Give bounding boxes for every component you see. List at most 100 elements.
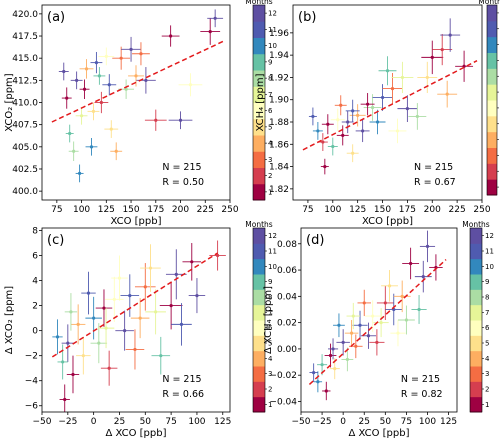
point-marker (124, 87, 128, 91)
colorbar-tick-label: 10 (268, 263, 277, 271)
colorbar-swatch (470, 258, 482, 275)
y-tick-label: 0.06 (277, 266, 297, 276)
colorbar-tick-label: 8 (485, 294, 489, 302)
point-marker (324, 389, 328, 393)
x-tick-label: 125 (214, 417, 231, 427)
data-point (120, 274, 140, 317)
data-point (100, 350, 118, 386)
point-marker (362, 301, 366, 305)
point-marker (68, 131, 72, 136)
point-marker (371, 314, 375, 318)
panel-a: 75 100 125 150 175 200 225 250 400.0 402.5 405.0 40… (4, 4, 239, 227)
point-marker (400, 294, 404, 298)
x-tick-label: −50 (292, 417, 311, 427)
colorbar-tick-label: 2 (268, 172, 272, 180)
point-marker (341, 340, 345, 344)
x-tick-label: 175 (147, 205, 164, 215)
data-point (309, 363, 318, 382)
data-point (90, 323, 108, 364)
y-tick-label: 0.08 (277, 240, 297, 250)
colorbar-title: Months (462, 220, 490, 229)
colorbar-swatch (487, 163, 497, 180)
colorbar-swatch (470, 381, 482, 398)
point-marker (138, 316, 142, 320)
colorbar-tick-label: 11 (268, 248, 277, 256)
point-marker (385, 69, 390, 73)
point-marker (375, 120, 380, 124)
data-point (419, 230, 436, 263)
stat-n: N = 215 (414, 162, 453, 173)
x-tick-label: 100 (188, 417, 205, 427)
colorbar-title: Months (245, 0, 273, 6)
x-axis-label: XCO [ppb] (362, 216, 413, 227)
colorbar-tick-label: 10 (268, 42, 277, 50)
point-marker (405, 107, 409, 111)
x-tick-label: 75 (165, 417, 176, 427)
point-marker (417, 307, 421, 312)
data-point (334, 95, 347, 116)
data-point (345, 99, 360, 122)
point-marker (366, 334, 371, 338)
colorbar-title: Months (245, 220, 273, 229)
y-tick-label: 1.84 (269, 163, 289, 173)
y-tick-label: 407.5 (12, 121, 38, 131)
point-marker (349, 331, 354, 335)
point-marker (440, 47, 444, 52)
data-point (168, 111, 193, 130)
colorbar-frame (486, 4, 498, 196)
point-marker (91, 109, 96, 113)
x-axis-label: Δ XCO [ppb] (105, 428, 166, 439)
point-marker (311, 114, 315, 119)
point-marker (358, 323, 362, 327)
point-marker (354, 344, 358, 348)
y-tick-label: 1.94 (269, 51, 289, 61)
data-point (357, 289, 371, 317)
stat-n: N = 215 (162, 162, 201, 173)
colorbar-tick-label: 4 (268, 140, 273, 148)
colorbar-tick-label: 5 (268, 123, 272, 131)
point-marker (345, 357, 349, 362)
data-point (70, 71, 83, 90)
point-marker (316, 129, 320, 133)
data-point (161, 25, 180, 47)
data-point (440, 18, 461, 52)
point-marker (328, 353, 333, 358)
colorbar-tick-label: 5 (268, 340, 272, 348)
data-point (61, 324, 75, 362)
x-tick-label: 125 (349, 205, 366, 215)
colorbar-tick-label: 9 (268, 278, 272, 286)
data-point (321, 114, 334, 135)
colorbar-swatch (253, 151, 265, 168)
data-point (378, 56, 397, 86)
x-tick-label: 150 (122, 205, 139, 215)
y-tick-label: 402.5 (12, 165, 38, 175)
data-point (324, 343, 337, 368)
data-point (312, 122, 323, 140)
colorbar-tick-label: 6 (268, 107, 273, 115)
data-point (327, 137, 338, 156)
point-marker (395, 129, 400, 133)
data-point (75, 164, 84, 183)
y-tick-label: 4 (32, 277, 38, 287)
colorbar-swatch (487, 36, 497, 53)
point-marker (65, 96, 69, 100)
colorbar-tick-label: 9 (485, 278, 489, 286)
data-point (140, 244, 161, 292)
colorbar-tick-label: 12 (268, 232, 277, 240)
data-point (397, 95, 418, 122)
point-marker (216, 253, 220, 258)
point-marker (379, 321, 383, 325)
point-marker (336, 118, 340, 122)
point-marker (425, 75, 429, 80)
colorbar-swatch (487, 20, 497, 38)
y-tick-label: 420.0 (12, 10, 38, 20)
colorbar-swatch (253, 396, 265, 413)
point-marker (375, 340, 379, 344)
colorbar-swatch (253, 167, 265, 185)
stat-r: R = 0.50 (162, 177, 204, 188)
x-tick-label: 25 (114, 417, 125, 427)
point-marker (129, 47, 133, 51)
point-marker (333, 367, 337, 371)
y-tick-label: 1.92 (269, 73, 289, 83)
